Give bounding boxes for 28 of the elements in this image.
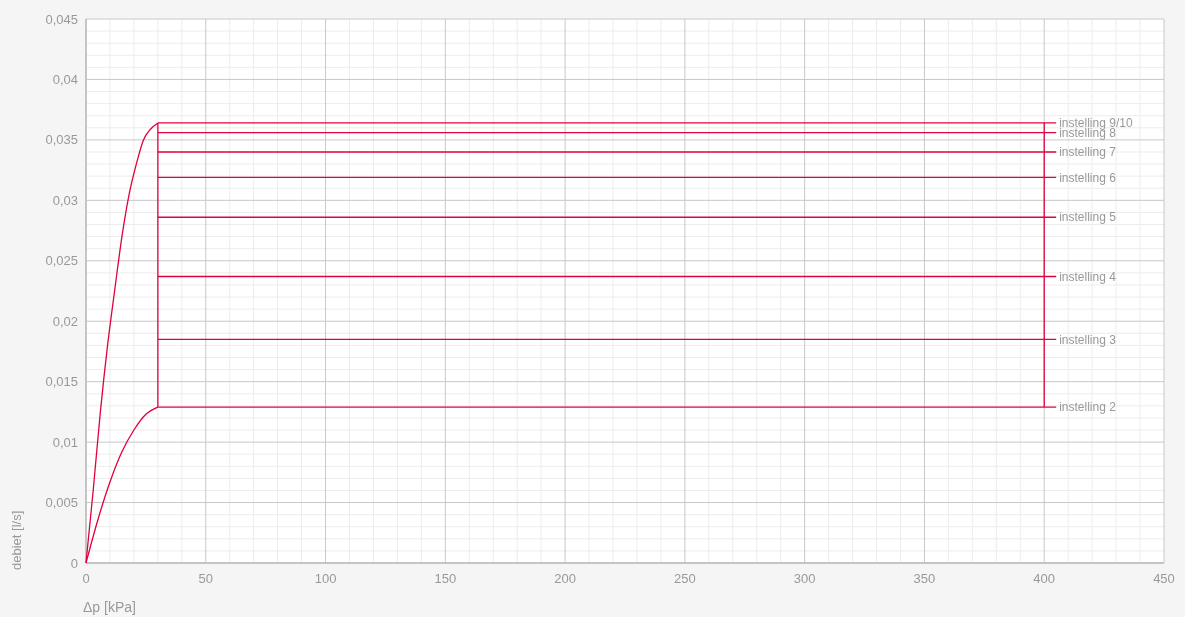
x-tick-label: 50 <box>198 571 214 586</box>
x-tick-label: 350 <box>913 571 936 586</box>
y-tick-label: 0,01 <box>52 434 78 450</box>
y-tick-label: 0,015 <box>45 374 78 390</box>
x-tick-label: 450 <box>1153 571 1175 586</box>
y-tick-label: 0,035 <box>45 132 78 148</box>
x-tick-label: 250 <box>674 571 696 586</box>
x-axis-title: Δp [kPa] <box>83 599 136 615</box>
series-label: instelling 7 <box>1059 145 1117 160</box>
y-tick-label: 0,02 <box>52 313 78 329</box>
x-tick-label: 400 <box>1033 571 1056 586</box>
series-label: instelling 6 <box>1059 170 1117 185</box>
x-tick-label: 300 <box>793 571 816 586</box>
series-label: instelling 5 <box>1059 210 1117 225</box>
x-tick-label: 0 <box>82 571 90 586</box>
x-tick-label: 150 <box>434 571 457 586</box>
y-tick-label: 0,025 <box>45 253 78 269</box>
series-label: instelling 2 <box>1059 400 1117 415</box>
y-tick-label: 0,045 <box>45 11 78 27</box>
series-label: instelling 3 <box>1059 332 1117 347</box>
x-tick-label: 100 <box>314 571 337 586</box>
y-tick-label: 0,005 <box>45 495 78 511</box>
series-label: instelling 4 <box>1059 269 1117 284</box>
y-axis-title: debiet [l/s] <box>9 510 24 570</box>
y-tick-label: 0,03 <box>52 192 78 208</box>
y-tick-label: 0 <box>70 555 78 571</box>
y-tick-label: 0,04 <box>52 71 78 87</box>
x-tick-label: 200 <box>554 571 576 586</box>
